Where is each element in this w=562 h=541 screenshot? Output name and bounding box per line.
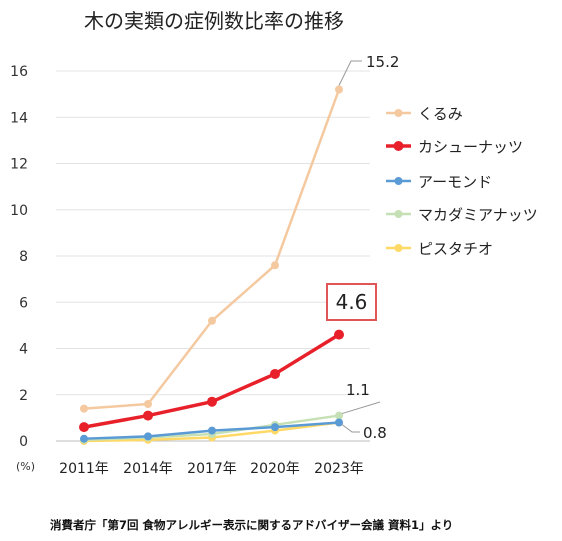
legend-swatch-marker (394, 109, 403, 117)
x-tick-label: 2017年 (187, 461, 237, 477)
grid (56, 70, 370, 442)
data-point (207, 396, 217, 407)
data-point (335, 85, 343, 94)
annotation-leader (338, 60, 362, 86)
chart-title: 木の実類の症例数比率の推移 (84, 9, 344, 33)
annotation-label: 4.6 (336, 290, 368, 314)
legend-label: アーモンド (418, 173, 492, 191)
y-axis-ticks: 0 2 4 6 8 10 12 14 16 (10, 64, 28, 450)
unit-label: (%) (16, 460, 35, 473)
y-tick-label: 14 (10, 110, 28, 126)
data-point (335, 418, 343, 427)
x-tick-label: 2014年 (123, 461, 173, 477)
series-group (79, 85, 344, 445)
annotation-label: 0.8 (363, 424, 387, 442)
annotation-leader (341, 424, 360, 433)
annotations: 15.2 4.6 1.1 0.8 (326, 53, 399, 442)
legend-swatch-marker (393, 141, 404, 151)
y-tick-label: 4 (19, 342, 28, 358)
data-point (143, 410, 153, 421)
data-point (80, 404, 88, 413)
series-line (83, 89, 341, 410)
annotation-leader (341, 401, 381, 415)
y-tick-label: 10 (10, 203, 28, 219)
legend-label: マカダミアナッツ (418, 206, 538, 224)
y-tick-label: 16 (10, 64, 28, 80)
data-point (208, 426, 216, 435)
data-point (271, 261, 279, 270)
x-tick-label: 2020年 (250, 461, 300, 477)
data-point (270, 368, 280, 379)
annotation-highlight-box (326, 283, 377, 321)
data-point (271, 423, 279, 432)
data-point (144, 400, 152, 408)
y-tick-label: 8 (19, 249, 28, 265)
y-tick-label: 0 (19, 434, 28, 450)
data-point (334, 329, 344, 340)
x-tick-label: 2023年 (314, 461, 364, 477)
legend-label: カシューナッツ (418, 138, 523, 156)
legend-swatch-marker (394, 177, 403, 185)
legend-label: ピスタチオ (418, 240, 493, 258)
legend-label: くるみ (418, 105, 463, 123)
legend-swatch-marker (394, 244, 403, 252)
annotation-label: 1.1 (346, 381, 370, 399)
x-tick-label: 2011年 (59, 461, 109, 477)
x-axis-ticks: 2011年 2014年 2017年 2020年 2023年 (59, 461, 364, 477)
data-point (335, 411, 343, 420)
data-point (79, 422, 89, 433)
y-tick-label: 6 (19, 295, 28, 311)
y-tick-label: 12 (10, 157, 28, 173)
legend-swatch-marker (394, 210, 403, 218)
data-point (208, 316, 216, 325)
y-tick-label: 2 (19, 388, 28, 404)
data-point (144, 432, 152, 441)
annotation-label: 15.2 (366, 53, 399, 71)
data-point (80, 434, 88, 443)
source-note: 消費者庁「第7回 食物アレルギー表示に関するアドバイザー会議 資料1」より (50, 518, 453, 532)
